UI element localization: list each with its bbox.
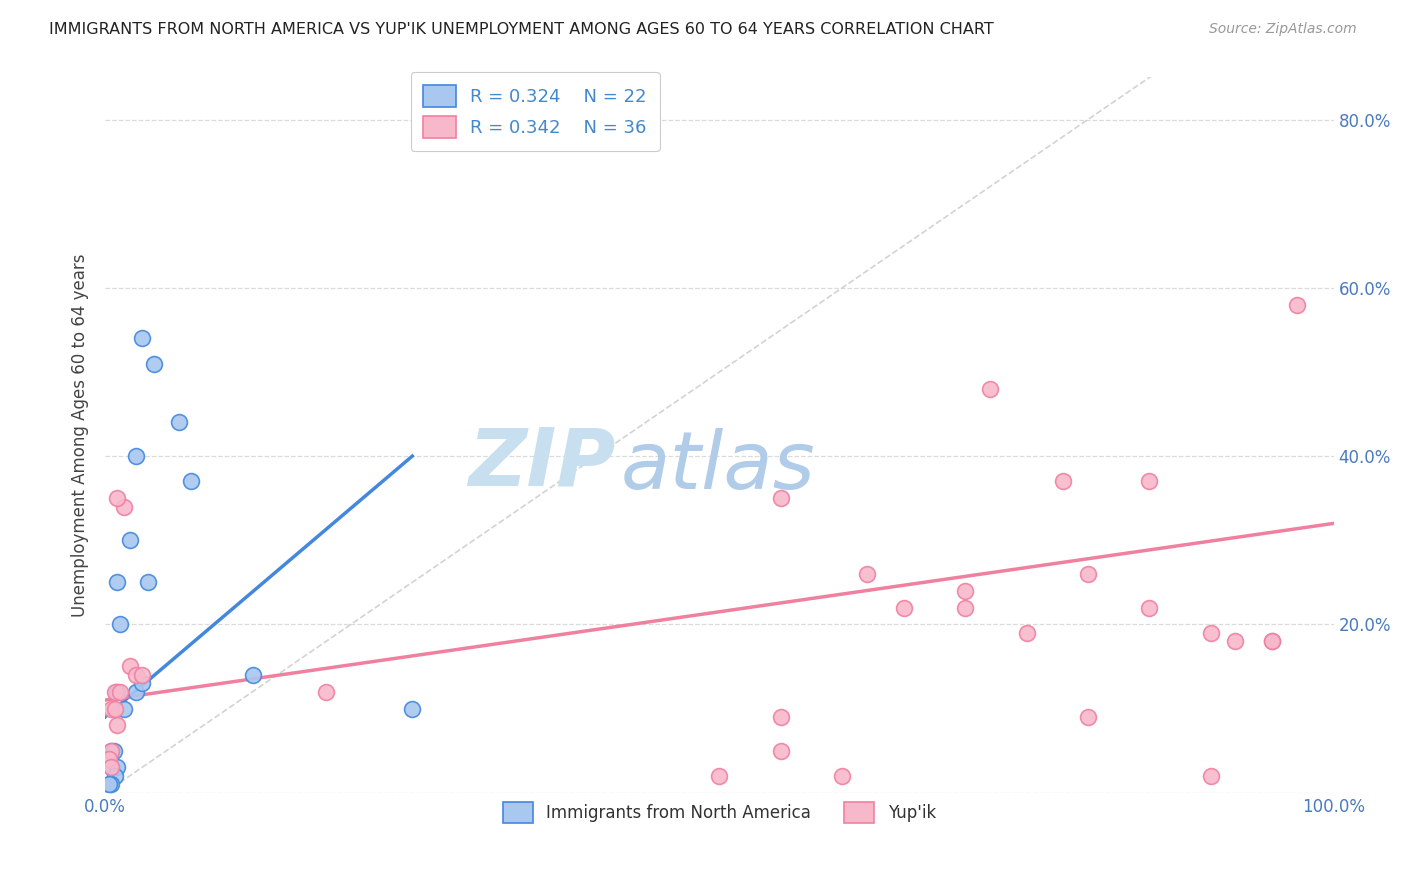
Point bbox=[112, 500, 135, 514]
Text: atlas: atlas bbox=[621, 428, 815, 507]
Point bbox=[104, 701, 127, 715]
Point bbox=[1015, 625, 1038, 640]
Point bbox=[1137, 475, 1160, 489]
Point bbox=[104, 769, 127, 783]
Text: Source: ZipAtlas.com: Source: ZipAtlas.com bbox=[1209, 22, 1357, 37]
Point bbox=[118, 659, 141, 673]
Point bbox=[143, 357, 166, 371]
Point bbox=[769, 710, 792, 724]
Point bbox=[1052, 475, 1074, 489]
Point bbox=[769, 491, 792, 505]
Point bbox=[953, 600, 976, 615]
Point bbox=[131, 668, 153, 682]
Point bbox=[856, 566, 879, 581]
Point bbox=[1225, 634, 1247, 648]
Text: IMMIGRANTS FROM NORTH AMERICA VS YUP'IK UNEMPLOYMENT AMONG AGES 60 TO 64 YEARS C: IMMIGRANTS FROM NORTH AMERICA VS YUP'IK … bbox=[49, 22, 994, 37]
Point bbox=[125, 449, 148, 463]
Point bbox=[242, 668, 264, 682]
Point bbox=[1137, 600, 1160, 615]
Point bbox=[97, 752, 120, 766]
Point bbox=[108, 617, 131, 632]
Point bbox=[1199, 769, 1222, 783]
Point bbox=[979, 382, 1001, 396]
Point bbox=[893, 600, 915, 615]
Point bbox=[131, 676, 153, 690]
Point bbox=[104, 684, 127, 698]
Point bbox=[401, 701, 423, 715]
Point bbox=[125, 668, 148, 682]
Point bbox=[1285, 298, 1308, 312]
Point bbox=[100, 743, 122, 757]
Point bbox=[118, 533, 141, 548]
Point bbox=[112, 701, 135, 715]
Point bbox=[769, 743, 792, 757]
Point bbox=[180, 475, 202, 489]
Point bbox=[107, 760, 129, 774]
Point bbox=[108, 684, 131, 698]
Y-axis label: Unemployment Among Ages 60 to 64 years: Unemployment Among Ages 60 to 64 years bbox=[72, 253, 89, 616]
Legend: Immigrants from North America, Yup'ik: Immigrants from North America, Yup'ik bbox=[491, 790, 948, 834]
Point bbox=[953, 583, 976, 598]
Point bbox=[1077, 566, 1099, 581]
Text: ZIP: ZIP bbox=[468, 425, 614, 503]
Point bbox=[125, 684, 148, 698]
Point bbox=[167, 416, 190, 430]
Point bbox=[1077, 710, 1099, 724]
Point bbox=[107, 684, 129, 698]
Point bbox=[1199, 625, 1222, 640]
Point bbox=[131, 331, 153, 345]
Point bbox=[136, 575, 159, 590]
Point bbox=[709, 769, 731, 783]
Point bbox=[100, 743, 122, 757]
Point bbox=[107, 718, 129, 732]
Point bbox=[831, 769, 853, 783]
Point bbox=[103, 743, 125, 757]
Point bbox=[100, 701, 122, 715]
Point bbox=[97, 777, 120, 791]
Point bbox=[1261, 634, 1284, 648]
Point bbox=[1261, 634, 1284, 648]
Point bbox=[100, 777, 122, 791]
Point bbox=[100, 760, 122, 774]
Point bbox=[107, 491, 129, 505]
Point bbox=[100, 760, 122, 774]
Point bbox=[315, 684, 337, 698]
Point bbox=[107, 575, 129, 590]
